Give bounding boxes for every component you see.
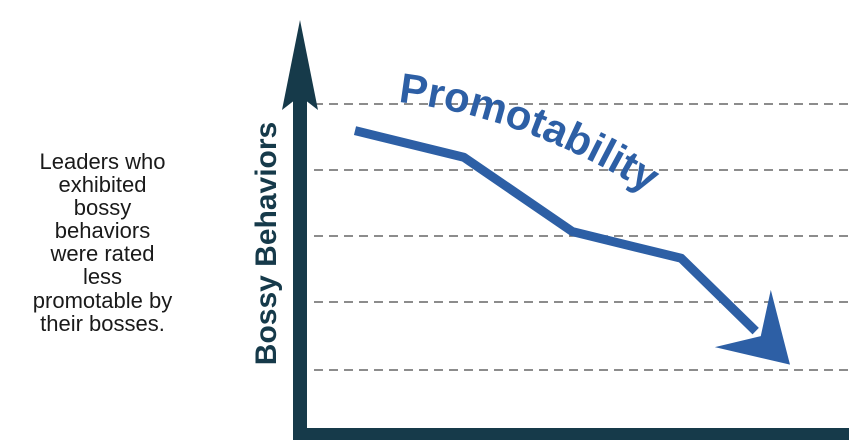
x-axis [293,428,849,440]
caption-line: promotable by [32,287,173,313]
caption-line: Leaders who [39,149,166,174]
series-label-text: Promotability [397,64,668,201]
caption-line: behaviors [54,218,151,244]
y-axis [293,60,307,437]
series-arrow-icon [714,289,790,365]
y-axis-label: Bossy Behaviors [250,122,283,365]
y-axis-arrow-icon [282,20,318,110]
caption-line: exhibited [58,172,147,198]
caption-line: were rated [50,241,155,267]
caption: Leaders who exhibited bossy behaviors we… [0,150,205,335]
caption-line: bossy [73,195,132,221]
series-line [353,126,759,335]
caption-line: their bosses. [40,310,165,336]
series-label: Promotability [397,64,668,201]
caption-line: less [82,264,123,290]
